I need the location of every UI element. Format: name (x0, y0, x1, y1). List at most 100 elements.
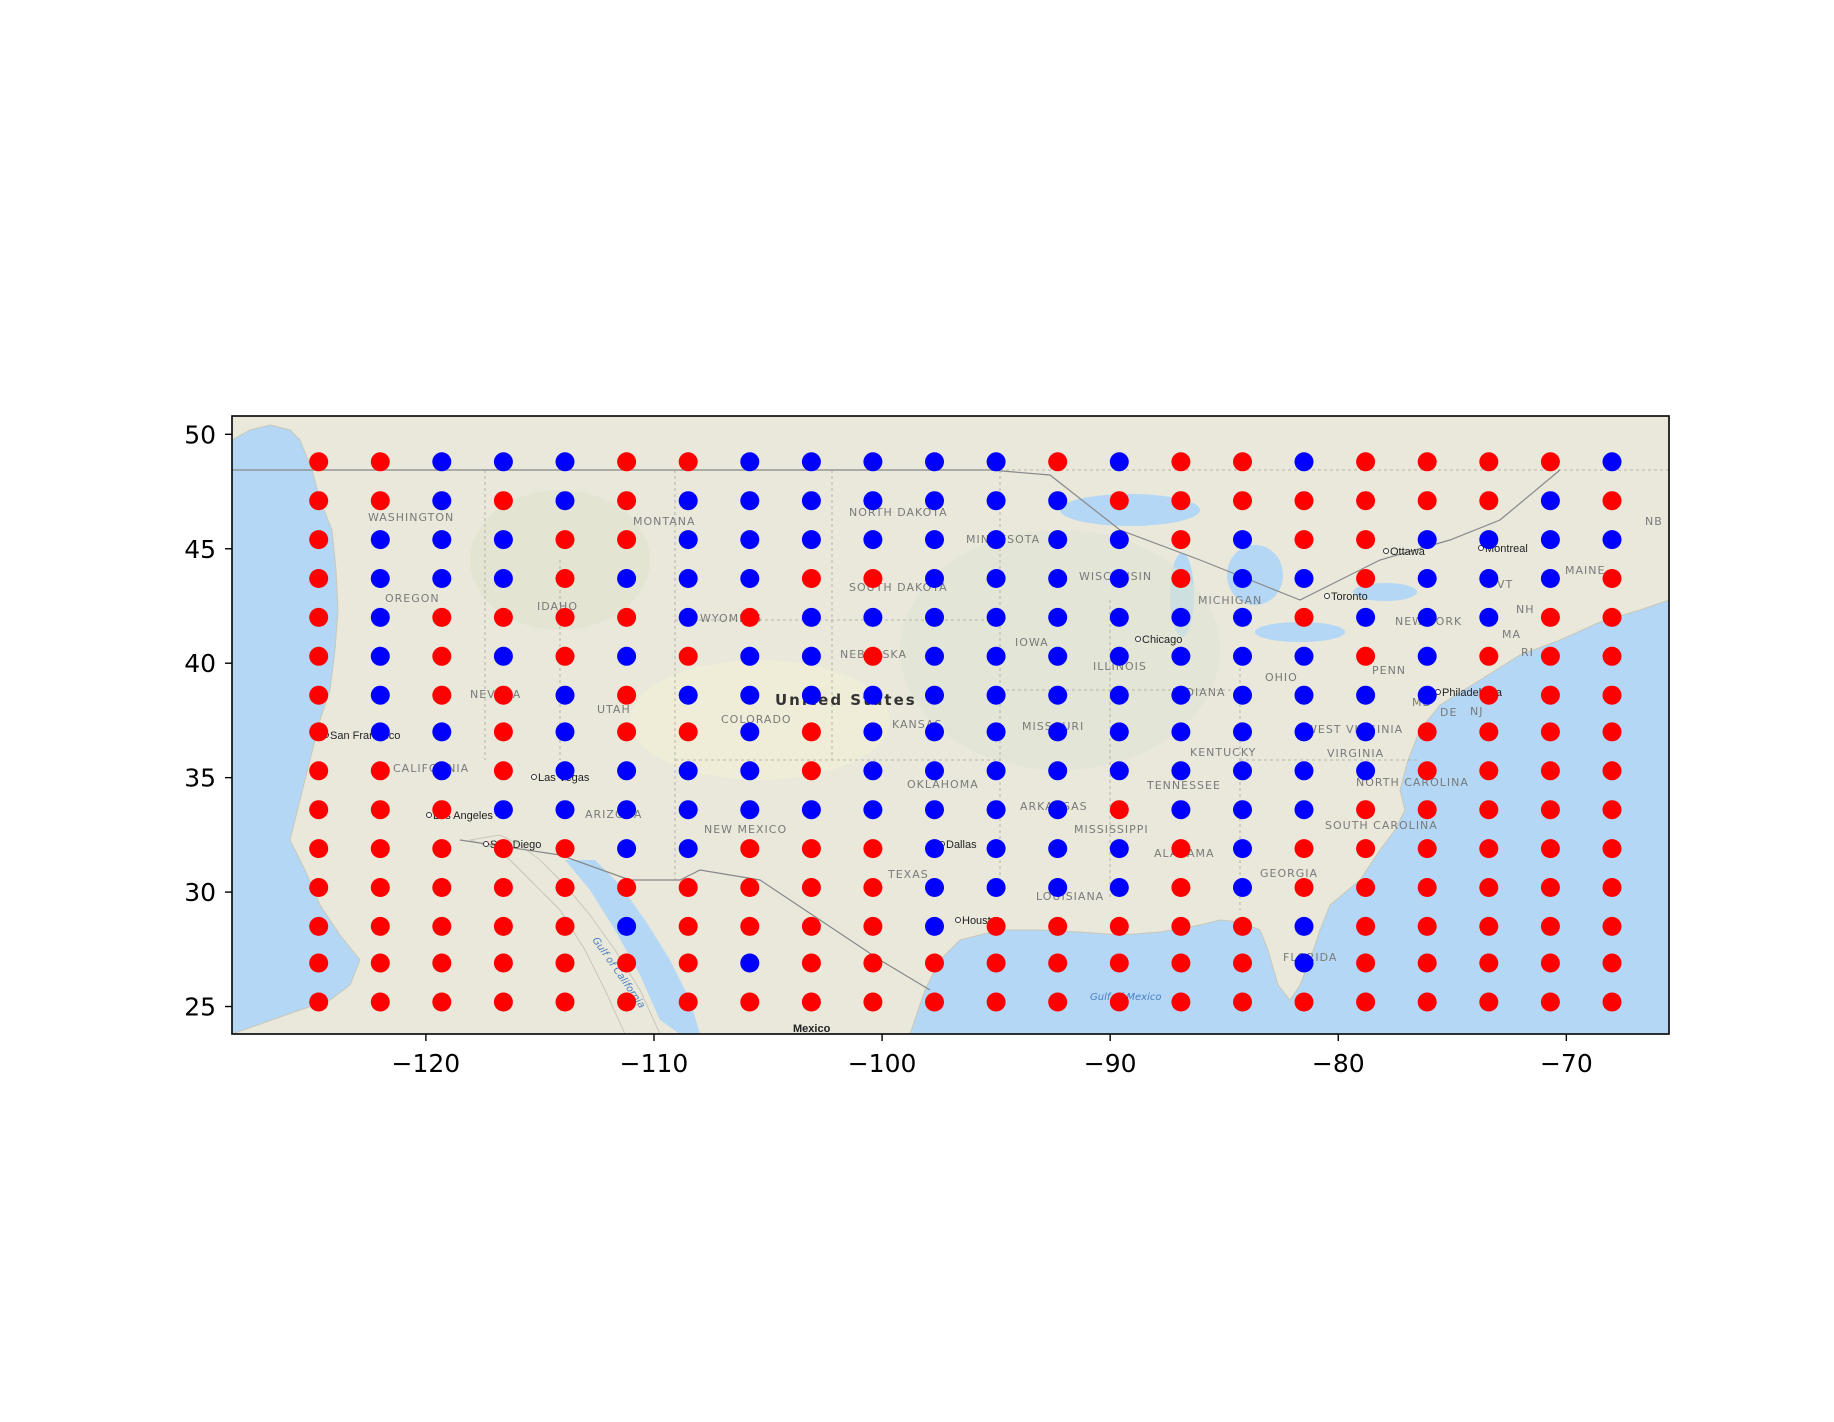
data-point-red (1479, 491, 1499, 511)
data-point-red (1171, 992, 1191, 1012)
data-point-red (1602, 878, 1622, 897)
data-point-blue (432, 569, 452, 588)
data-point-red (555, 530, 575, 550)
label-state: TEXAS (887, 868, 929, 881)
label-state: MICHIGAN (1198, 594, 1262, 607)
lake-erie (1255, 622, 1345, 642)
data-point-red (1540, 839, 1560, 859)
data-point-blue (1048, 685, 1068, 705)
data-point-red (1356, 491, 1376, 511)
label-state: IOWA (1015, 636, 1049, 649)
label-state: RI (1521, 646, 1534, 659)
label-state: NJ (1470, 705, 1483, 718)
data-point-blue (493, 530, 513, 550)
x-tick-label: −110 (620, 1049, 689, 1078)
data-point-blue (1233, 839, 1252, 859)
data-point-red (1109, 953, 1129, 973)
data-point-blue (740, 761, 760, 781)
data-point-blue (493, 800, 513, 820)
data-point-blue (432, 761, 452, 781)
data-point-blue (986, 685, 1006, 705)
label-city: Toronto (1331, 591, 1368, 603)
data-point-red (1540, 722, 1560, 742)
data-point-red (1602, 569, 1622, 588)
data-point-red (1048, 452, 1068, 472)
country-border-us-mexico (459, 839, 931, 991)
data-point-red (1356, 800, 1376, 820)
data-point-red (1417, 491, 1437, 511)
label-city: Ottawa (1390, 546, 1426, 558)
data-point-blue (432, 491, 452, 511)
data-point-red (1356, 646, 1376, 666)
data-point-blue (986, 569, 1006, 588)
data-point-red (986, 992, 1006, 1012)
data-point-red (555, 878, 575, 897)
data-point-red (1294, 878, 1314, 897)
data-point-blue (1171, 722, 1191, 742)
data-point-blue (863, 722, 883, 742)
data-point-blue (493, 646, 513, 666)
y-axis: 25 30 35 40 45 50 (184, 420, 232, 1022)
data-point-blue (617, 569, 637, 588)
data-points (309, 452, 1622, 1012)
data-point-red (1479, 646, 1499, 666)
city-marker (426, 812, 432, 818)
data-point-red (1356, 839, 1376, 859)
data-point-blue (555, 761, 575, 781)
data-point-red (1294, 491, 1314, 511)
label-state: OREGON (385, 592, 440, 605)
data-point-blue (1294, 685, 1314, 705)
data-point-blue (740, 685, 760, 705)
data-point-red (617, 530, 637, 550)
data-point-red (678, 953, 698, 973)
label-state: SOUTH CAROLINA (1325, 819, 1438, 832)
data-point-red (1602, 491, 1622, 511)
data-point-blue (986, 491, 1006, 511)
data-point-blue (925, 530, 944, 550)
data-point-red (1417, 839, 1437, 859)
data-point-blue (1356, 761, 1376, 781)
data-point-blue (617, 761, 637, 781)
data-point-red (1417, 878, 1437, 897)
data-point-blue (678, 491, 698, 511)
data-point-red (1540, 953, 1560, 973)
data-point-blue (555, 491, 575, 511)
data-point-red (1479, 452, 1499, 472)
data-point-red (1171, 491, 1191, 511)
data-point-red (1048, 916, 1068, 936)
data-point-red (1602, 839, 1622, 859)
label-state: NB (1645, 515, 1663, 528)
data-point-blue (740, 953, 760, 973)
label-state: LOUISIANA (1036, 890, 1104, 903)
data-point-red (678, 646, 698, 666)
label-city: Dallas (946, 839, 977, 851)
data-point-blue (740, 800, 760, 820)
data-point-blue (1048, 646, 1068, 666)
data-point-blue (1294, 761, 1314, 781)
data-point-red (432, 646, 452, 666)
data-point-red (986, 916, 1006, 936)
data-point-blue (863, 761, 883, 781)
data-point-blue (1233, 530, 1252, 550)
data-point-red (432, 685, 452, 705)
data-point-red (1048, 992, 1068, 1012)
x-tick-label: −70 (1540, 1049, 1593, 1078)
data-point-red (617, 452, 637, 472)
data-point-red (1233, 916, 1252, 936)
data-point-red (1171, 878, 1191, 897)
data-point-blue (1540, 569, 1560, 588)
data-point-red (309, 839, 329, 859)
label-mexico: Mexico (793, 1023, 831, 1035)
data-point-red (1479, 916, 1499, 936)
label-state: MONTANA (633, 515, 696, 528)
label-state: VT (1497, 578, 1513, 591)
data-point-red (1417, 800, 1437, 820)
data-point-blue (740, 530, 760, 550)
data-point-red (370, 800, 390, 820)
data-point-red (1479, 992, 1499, 1012)
label-state: KENTUCKY (1190, 746, 1256, 759)
data-point-red (1602, 800, 1622, 820)
y-tick-label: 50 (184, 420, 216, 449)
data-point-red (1479, 953, 1499, 973)
data-point-red (309, 646, 329, 666)
